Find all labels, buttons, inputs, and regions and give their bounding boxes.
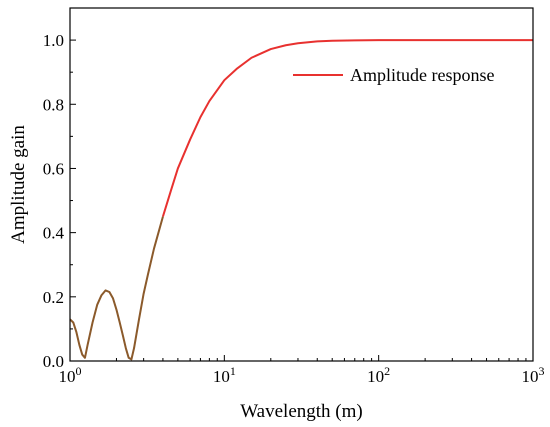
legend-label-amplitude-response: Amplitude response: [350, 65, 494, 85]
x-tick-label: 101: [213, 364, 236, 386]
y-tick-label: 0.6: [43, 159, 64, 178]
series-line-amplitude-response-low-wavelength: [69, 216, 164, 361]
x-tick-exponent: 3: [539, 364, 545, 378]
plot-frame: [69, 7, 534, 362]
x-tick-label: 100: [59, 364, 82, 386]
y-tick-label: 1.0: [43, 31, 64, 50]
x-tick-base: 10: [59, 367, 76, 386]
y-tick-label: 0.0: [43, 352, 64, 371]
x-axis-label: Wavelength (m): [240, 401, 362, 422]
x-axis: 100 101 102 103: [59, 355, 545, 386]
x-tick-label: 103: [522, 364, 545, 386]
x-tick-exponent: 2: [384, 364, 390, 378]
x-tick-base: 10: [522, 367, 539, 386]
series-line-amplitude-response: [161, 39, 533, 217]
y-axis-label: Amplitude gain: [8, 125, 29, 244]
x-tick-exponent: 0: [76, 364, 82, 378]
plot-area: [69, 39, 533, 361]
y-tick-label: 0.4: [43, 224, 65, 243]
x-tick-label: 102: [367, 364, 390, 386]
legend: Amplitude response: [293, 65, 494, 85]
y-tick-label: 0.2: [43, 288, 64, 307]
x-tick-exponent: 1: [230, 364, 236, 378]
x-tick-base: 10: [213, 367, 230, 386]
y-tick-label: 0.8: [43, 95, 64, 114]
x-tick-base: 10: [367, 367, 384, 386]
y-axis: 0.0 0.2 0.4 0.6 0.8 1.0: [43, 7, 76, 371]
